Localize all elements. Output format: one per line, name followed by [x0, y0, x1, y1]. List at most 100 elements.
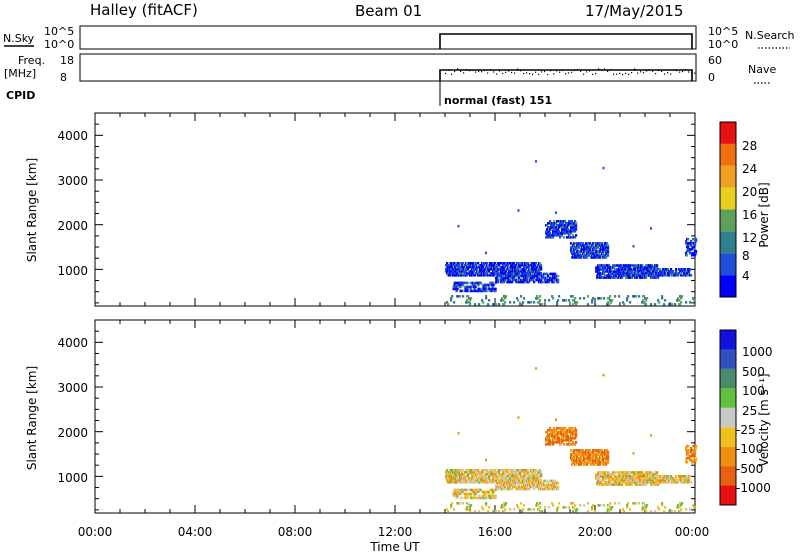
- nave-dot: [643, 72, 645, 74]
- velocity-cell: [539, 502, 542, 505]
- power-cell: [500, 272, 503, 275]
- power-cell: [535, 160, 537, 163]
- power-cell: [533, 280, 536, 284]
- nave-dot: [448, 69, 450, 71]
- velocity-cell: [539, 481, 542, 485]
- power-cell: [665, 274, 668, 277]
- power-cell: [516, 272, 519, 276]
- nave-dot: [463, 72, 465, 74]
- power-cell: [461, 283, 464, 287]
- velocity-cell: [659, 475, 662, 478]
- velocity-data-cells: [445, 367, 698, 513]
- velocity-cell: [547, 433, 550, 436]
- power-cell: [682, 268, 685, 271]
- power-cbar-tick-12: 12: [742, 231, 757, 245]
- nave-dot: [580, 70, 582, 72]
- velocity-cell: [642, 477, 645, 480]
- velocity-cell: [639, 479, 642, 482]
- velocity-cell: [596, 483, 599, 486]
- power-cell: [481, 299, 484, 302]
- velocity-cell: [679, 477, 682, 480]
- velocity-cell: [592, 459, 595, 462]
- nave-dot: [640, 71, 642, 73]
- velocity-cell: [648, 475, 651, 478]
- power-cell: [655, 272, 658, 275]
- velocity-cell: [664, 479, 667, 482]
- velocity-cell: [521, 485, 524, 489]
- velocity-cell: [563, 439, 566, 442]
- power-cell: [565, 299, 568, 302]
- power-cell: [529, 268, 532, 271]
- velocity-cell: [479, 488, 482, 492]
- power-cell: [507, 264, 510, 267]
- power-cell: [572, 234, 575, 237]
- power-cell: [480, 274, 483, 277]
- power-cell: [596, 276, 599, 279]
- velocity-cell: [568, 506, 571, 509]
- velocity-cell: [680, 481, 683, 484]
- velocity-cell: [555, 483, 558, 487]
- power-cell: [627, 295, 630, 298]
- velocity-cell: [454, 488, 457, 492]
- velocity-cell: [606, 449, 609, 452]
- power-cell: [511, 280, 514, 284]
- power-cell: [472, 266, 475, 269]
- velocity-cell: [528, 477, 531, 480]
- velocity-cell: [501, 504, 504, 507]
- power-cell: [591, 256, 594, 259]
- velocity-cell: [520, 502, 523, 505]
- power-cell: [482, 301, 485, 304]
- power-cell: [603, 248, 606, 251]
- power-cell: [466, 289, 469, 293]
- power-cell: [575, 228, 578, 231]
- power-cell: [482, 285, 485, 289]
- velocity-cell: [679, 510, 682, 513]
- velocity-cell: [457, 502, 460, 505]
- power-cell: [489, 274, 492, 277]
- velocity-cell: [540, 479, 543, 483]
- velocity-cell: [682, 481, 685, 484]
- power-cell: [602, 270, 605, 273]
- power-cell: [639, 272, 642, 275]
- velocity-cell: [531, 483, 534, 487]
- velocity-cell: [546, 483, 549, 487]
- nave-dot: [616, 73, 618, 75]
- power-cell: [569, 224, 572, 227]
- velocity-cell: [553, 439, 556, 442]
- velocity-cell: [492, 490, 495, 494]
- power-cell: [576, 248, 579, 251]
- power-cell: [550, 276, 553, 280]
- power-cell: [525, 274, 528, 278]
- velocity-cell: [563, 443, 566, 446]
- velocity-cell: [576, 508, 579, 511]
- velocity-cell: [599, 483, 602, 486]
- power-cell: [642, 272, 645, 275]
- power-cell: [493, 303, 496, 306]
- nave-dot: [646, 70, 648, 72]
- nave-dot: [634, 68, 636, 70]
- power-cell: [520, 295, 523, 298]
- power-cell: [629, 301, 632, 304]
- velocity-cell: [551, 433, 554, 436]
- velocity-cell: [576, 455, 579, 458]
- velocity-cell: [498, 510, 501, 513]
- velocity-cell: [614, 502, 617, 505]
- velocity-cell: [687, 481, 690, 484]
- power-cell: [454, 287, 457, 291]
- nave-dot: [568, 72, 570, 74]
- power-cell: [556, 234, 559, 237]
- power-cell: [690, 243, 693, 247]
- power-cell: [469, 266, 472, 269]
- velocity-cell: [525, 481, 528, 485]
- power-cell: [596, 252, 599, 255]
- velocity-cell: [604, 461, 607, 464]
- velocity-cell: [635, 502, 638, 505]
- velocity-cell: [573, 457, 576, 460]
- power-cell: [545, 236, 548, 239]
- velocity-cell: [482, 473, 485, 476]
- velocity-cbar-tick-500: 500: [742, 365, 765, 379]
- nave-trace: [445, 68, 696, 76]
- power-cell: [471, 281, 474, 285]
- velocity-cell: [483, 481, 486, 484]
- power-cell: [659, 268, 662, 271]
